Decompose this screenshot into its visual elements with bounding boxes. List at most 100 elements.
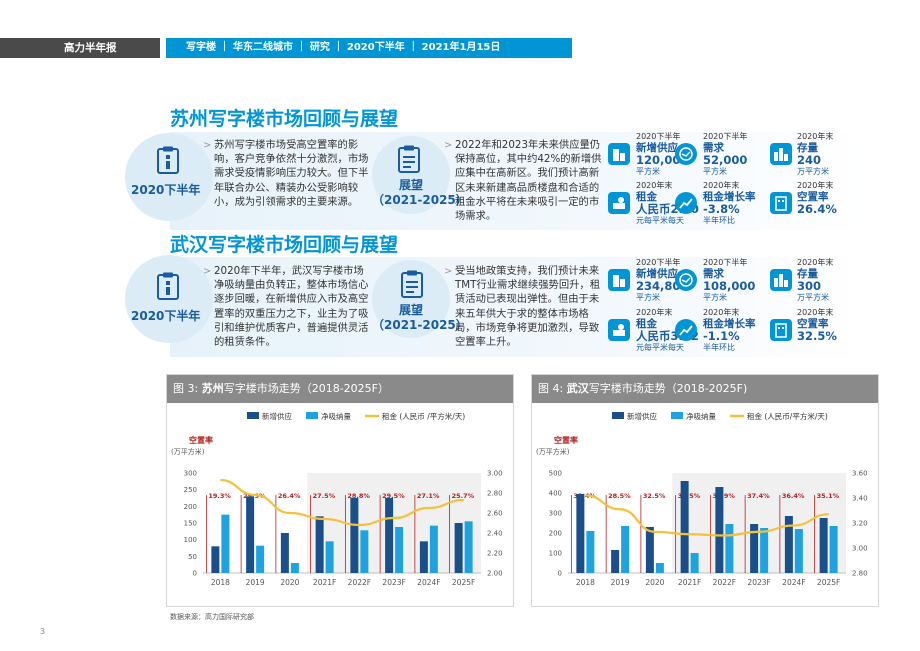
stat-label: 新增供应 [636,268,678,280]
stat-unit: 元每平米每天 [636,216,684,225]
bullet-arrow-icon: > [444,140,453,151]
wuhan-outlook-label: 展望 （2021-2025） [372,303,468,333]
stat-label: 租金 [636,191,657,203]
x-tick-label: 2018 [211,578,230,587]
stat-caption: 2020下半年 [636,132,681,141]
x-tick-label: 2024F [417,578,440,587]
wuhan-period-label: 2020下半年 [131,309,201,323]
vacancy-icon [770,319,792,341]
vacancy-label: 38.9% [712,492,735,500]
stat-value: 26.4% [797,202,837,216]
wuhan-section-title: 武汉写字楼市场回顾与展望 [170,234,399,256]
stat-caption: 2020下半年 [703,132,748,141]
y-axis-label: (万平方米) [171,447,205,456]
y-tick-label: 200 [184,503,197,511]
x-tick-label: 2019 [611,578,630,587]
wuhan-review-text: 2020年下半年，武汉写字楼市场净吸纳量由负转正，整体市场信心逐步回暖，在新增供… [214,265,369,349]
building-icon [608,143,630,165]
bar-new-supply [576,494,585,573]
legend-swatch-bar [612,412,624,419]
x-tick-label: 2025F [817,578,840,587]
stat-label: 租金 [636,318,657,330]
x-tick-label: 2022F [713,578,736,587]
y-tick-label: 0 [193,570,197,578]
bar-new-supply [385,498,394,573]
stat-label: 新增供应 [636,142,678,154]
wuhan-band [170,257,862,357]
trend-icon [675,319,697,341]
x-tick-label: 2020 [645,578,664,587]
bar-net-absorption [621,526,630,573]
suzhou-chart: 新增供应 净吸纳量 租金 (人民币 /平方米/天) 空置率 (万平方米) 0 50 100 15… [171,411,503,587]
rent-line [220,478,464,527]
vacancy-label: 19.3% [208,492,231,500]
stat-value: 52,000 [703,153,748,167]
y2-tick-label: 2.20 [487,550,503,558]
bar-net-absorption [760,528,769,573]
stat-label: 空置率 [797,191,829,203]
x-tick-label: 2019 [246,578,265,587]
bar-new-supply [784,516,793,573]
stat-caption: 2020年末 [797,181,834,190]
legend-label: 新增供应 [627,411,657,421]
vacancy-label: 27.1% [417,492,440,500]
chart-figure-number: 图 3: [173,382,202,395]
handshake-icon [675,269,697,291]
outlook-years: （2021-2025） [372,318,468,332]
bar-net-absorption [429,525,438,573]
stat-label: 租金增长率 [703,318,756,330]
vacancy-label: 25.7% [452,492,475,500]
bar-new-supply [645,527,654,573]
clipboard-icon [157,272,179,300]
chart-city: 武汉 [566,382,589,395]
stat-unit: 半年环比 [703,343,735,352]
bar-net-absorption [794,529,803,573]
data-source: 数据来源：高力国际研究部 [170,613,254,621]
vacancy-label: 31.4% [573,492,596,500]
chart-title: 图 4: 武汉写字楼市场走势（2018-2025F) [532,375,878,403]
stat-caption: 2020年末 [797,308,834,317]
bar-net-absorption [690,553,699,573]
stat-unit: 元每平米每天 [636,343,684,352]
stat-caption: 2020年末 [703,181,740,190]
stat-caption: 2020年末 [703,308,740,317]
bar-new-supply [750,524,759,573]
stat-value: 32.5% [797,329,837,343]
bar-new-supply [419,541,428,573]
y2-tick-label: 2.60 [487,510,503,518]
stat-unit: 万平方米 [797,293,829,302]
vacancy-label: 38.5% [678,492,701,500]
stat-caption: 2020年末 [797,258,834,267]
stat-tile: 2020年末 空置率 32.5% [797,307,837,343]
chart-city: 苏州 [201,382,224,395]
suzhou-section-title: 苏州写字楼市场回顾与展望 [170,108,399,130]
bar-net-absorption [221,514,230,573]
stat-label: 租金增长率 [703,191,756,203]
x-tick-label: 2023F [382,578,405,587]
y-tick-label: 100 [184,536,197,544]
city-icon [770,269,792,291]
legend-label: 租金 (人民币 /平方米/天) [382,411,465,421]
stat-label: 需求 [703,142,724,154]
stat-unit: 平方米 [636,167,660,176]
brand-label: 高力半年报 [0,38,160,58]
chart-figure-number: 图 4: [538,382,567,395]
bar-net-absorption [360,530,369,573]
money-icon [608,192,630,214]
bar-new-supply [454,523,463,573]
y2-tick-label: 3.00 [487,470,503,478]
stat-tile: 2020年末 租金增长率 -3.8% 半年环比 [703,180,756,226]
bar-new-supply [350,498,359,573]
stat-caption: 2020年末 [636,308,673,317]
bar-new-supply [611,550,620,573]
bar-net-absorption [725,524,734,573]
vacancy-label: 35.1% [817,492,840,500]
stat-label: 存量 [797,142,818,154]
stat-value: 108,000 [703,279,756,293]
y2-tick-label: 2.00 [487,570,503,578]
bar-net-absorption [586,531,595,573]
y2-tick-label: 2.80 [852,570,868,578]
x-tick-label: 2018 [576,578,595,587]
x-tick-label: 2023F [747,578,770,587]
vacancy-icon [770,192,792,214]
